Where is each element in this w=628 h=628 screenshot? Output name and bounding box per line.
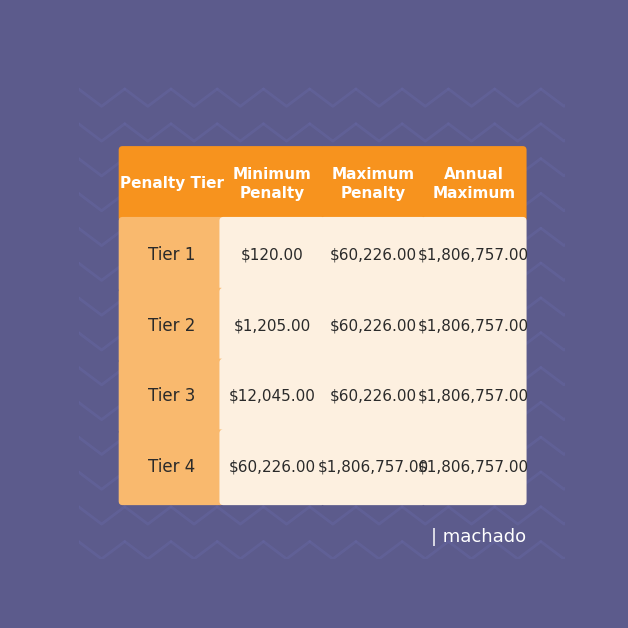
FancyBboxPatch shape <box>219 217 325 293</box>
Text: $60,226.00: $60,226.00 <box>330 247 416 263</box>
FancyBboxPatch shape <box>119 217 224 293</box>
Text: Tier 2: Tier 2 <box>148 317 195 335</box>
FancyBboxPatch shape <box>421 430 526 505</box>
Text: $1,806,757.00: $1,806,757.00 <box>418 318 529 333</box>
FancyBboxPatch shape <box>421 288 526 364</box>
Text: $1,806,757.00: $1,806,757.00 <box>317 460 428 475</box>
FancyBboxPatch shape <box>320 146 426 222</box>
Text: $60,226.00: $60,226.00 <box>330 318 416 333</box>
FancyBboxPatch shape <box>320 217 426 293</box>
Text: Tier 1: Tier 1 <box>148 246 195 264</box>
Text: $1,806,757.00: $1,806,757.00 <box>418 247 529 263</box>
Text: | machado: | machado <box>431 528 526 546</box>
Text: $120.00: $120.00 <box>241 247 303 263</box>
Text: Annual
Maximum: Annual Maximum <box>432 167 516 201</box>
FancyBboxPatch shape <box>119 430 224 505</box>
Text: $60,226.00: $60,226.00 <box>330 389 416 404</box>
Text: Tier 4: Tier 4 <box>148 458 195 476</box>
Text: Tier 3: Tier 3 <box>148 387 195 406</box>
FancyBboxPatch shape <box>320 430 426 505</box>
Text: $60,226.00: $60,226.00 <box>229 460 316 475</box>
FancyBboxPatch shape <box>421 217 526 293</box>
FancyBboxPatch shape <box>320 359 426 435</box>
FancyBboxPatch shape <box>219 288 325 364</box>
Text: $1,806,757.00: $1,806,757.00 <box>418 460 529 475</box>
Text: $1,806,757.00: $1,806,757.00 <box>418 389 529 404</box>
FancyBboxPatch shape <box>421 146 526 222</box>
FancyBboxPatch shape <box>119 288 224 364</box>
Text: Penalty Tier: Penalty Tier <box>119 176 224 192</box>
Text: $12,045.00: $12,045.00 <box>229 389 316 404</box>
FancyBboxPatch shape <box>421 359 526 435</box>
FancyBboxPatch shape <box>219 146 325 222</box>
Text: Maximum
Penalty: Maximum Penalty <box>332 167 414 201</box>
Text: $1,205.00: $1,205.00 <box>234 318 311 333</box>
FancyBboxPatch shape <box>320 288 426 364</box>
FancyBboxPatch shape <box>219 430 325 505</box>
Text: Minimum
Penalty: Minimum Penalty <box>233 167 311 201</box>
FancyBboxPatch shape <box>219 359 325 435</box>
FancyBboxPatch shape <box>119 146 224 222</box>
FancyBboxPatch shape <box>119 359 224 435</box>
